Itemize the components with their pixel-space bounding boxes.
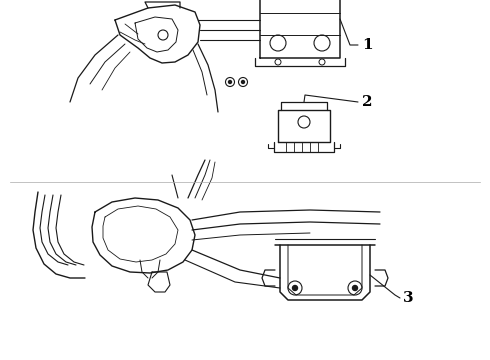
Text: 3: 3 (403, 291, 414, 305)
Circle shape (228, 81, 231, 84)
Text: 1: 1 (362, 38, 372, 52)
Text: 2: 2 (362, 95, 372, 109)
Circle shape (242, 81, 245, 84)
Circle shape (293, 285, 297, 291)
Circle shape (352, 285, 358, 291)
